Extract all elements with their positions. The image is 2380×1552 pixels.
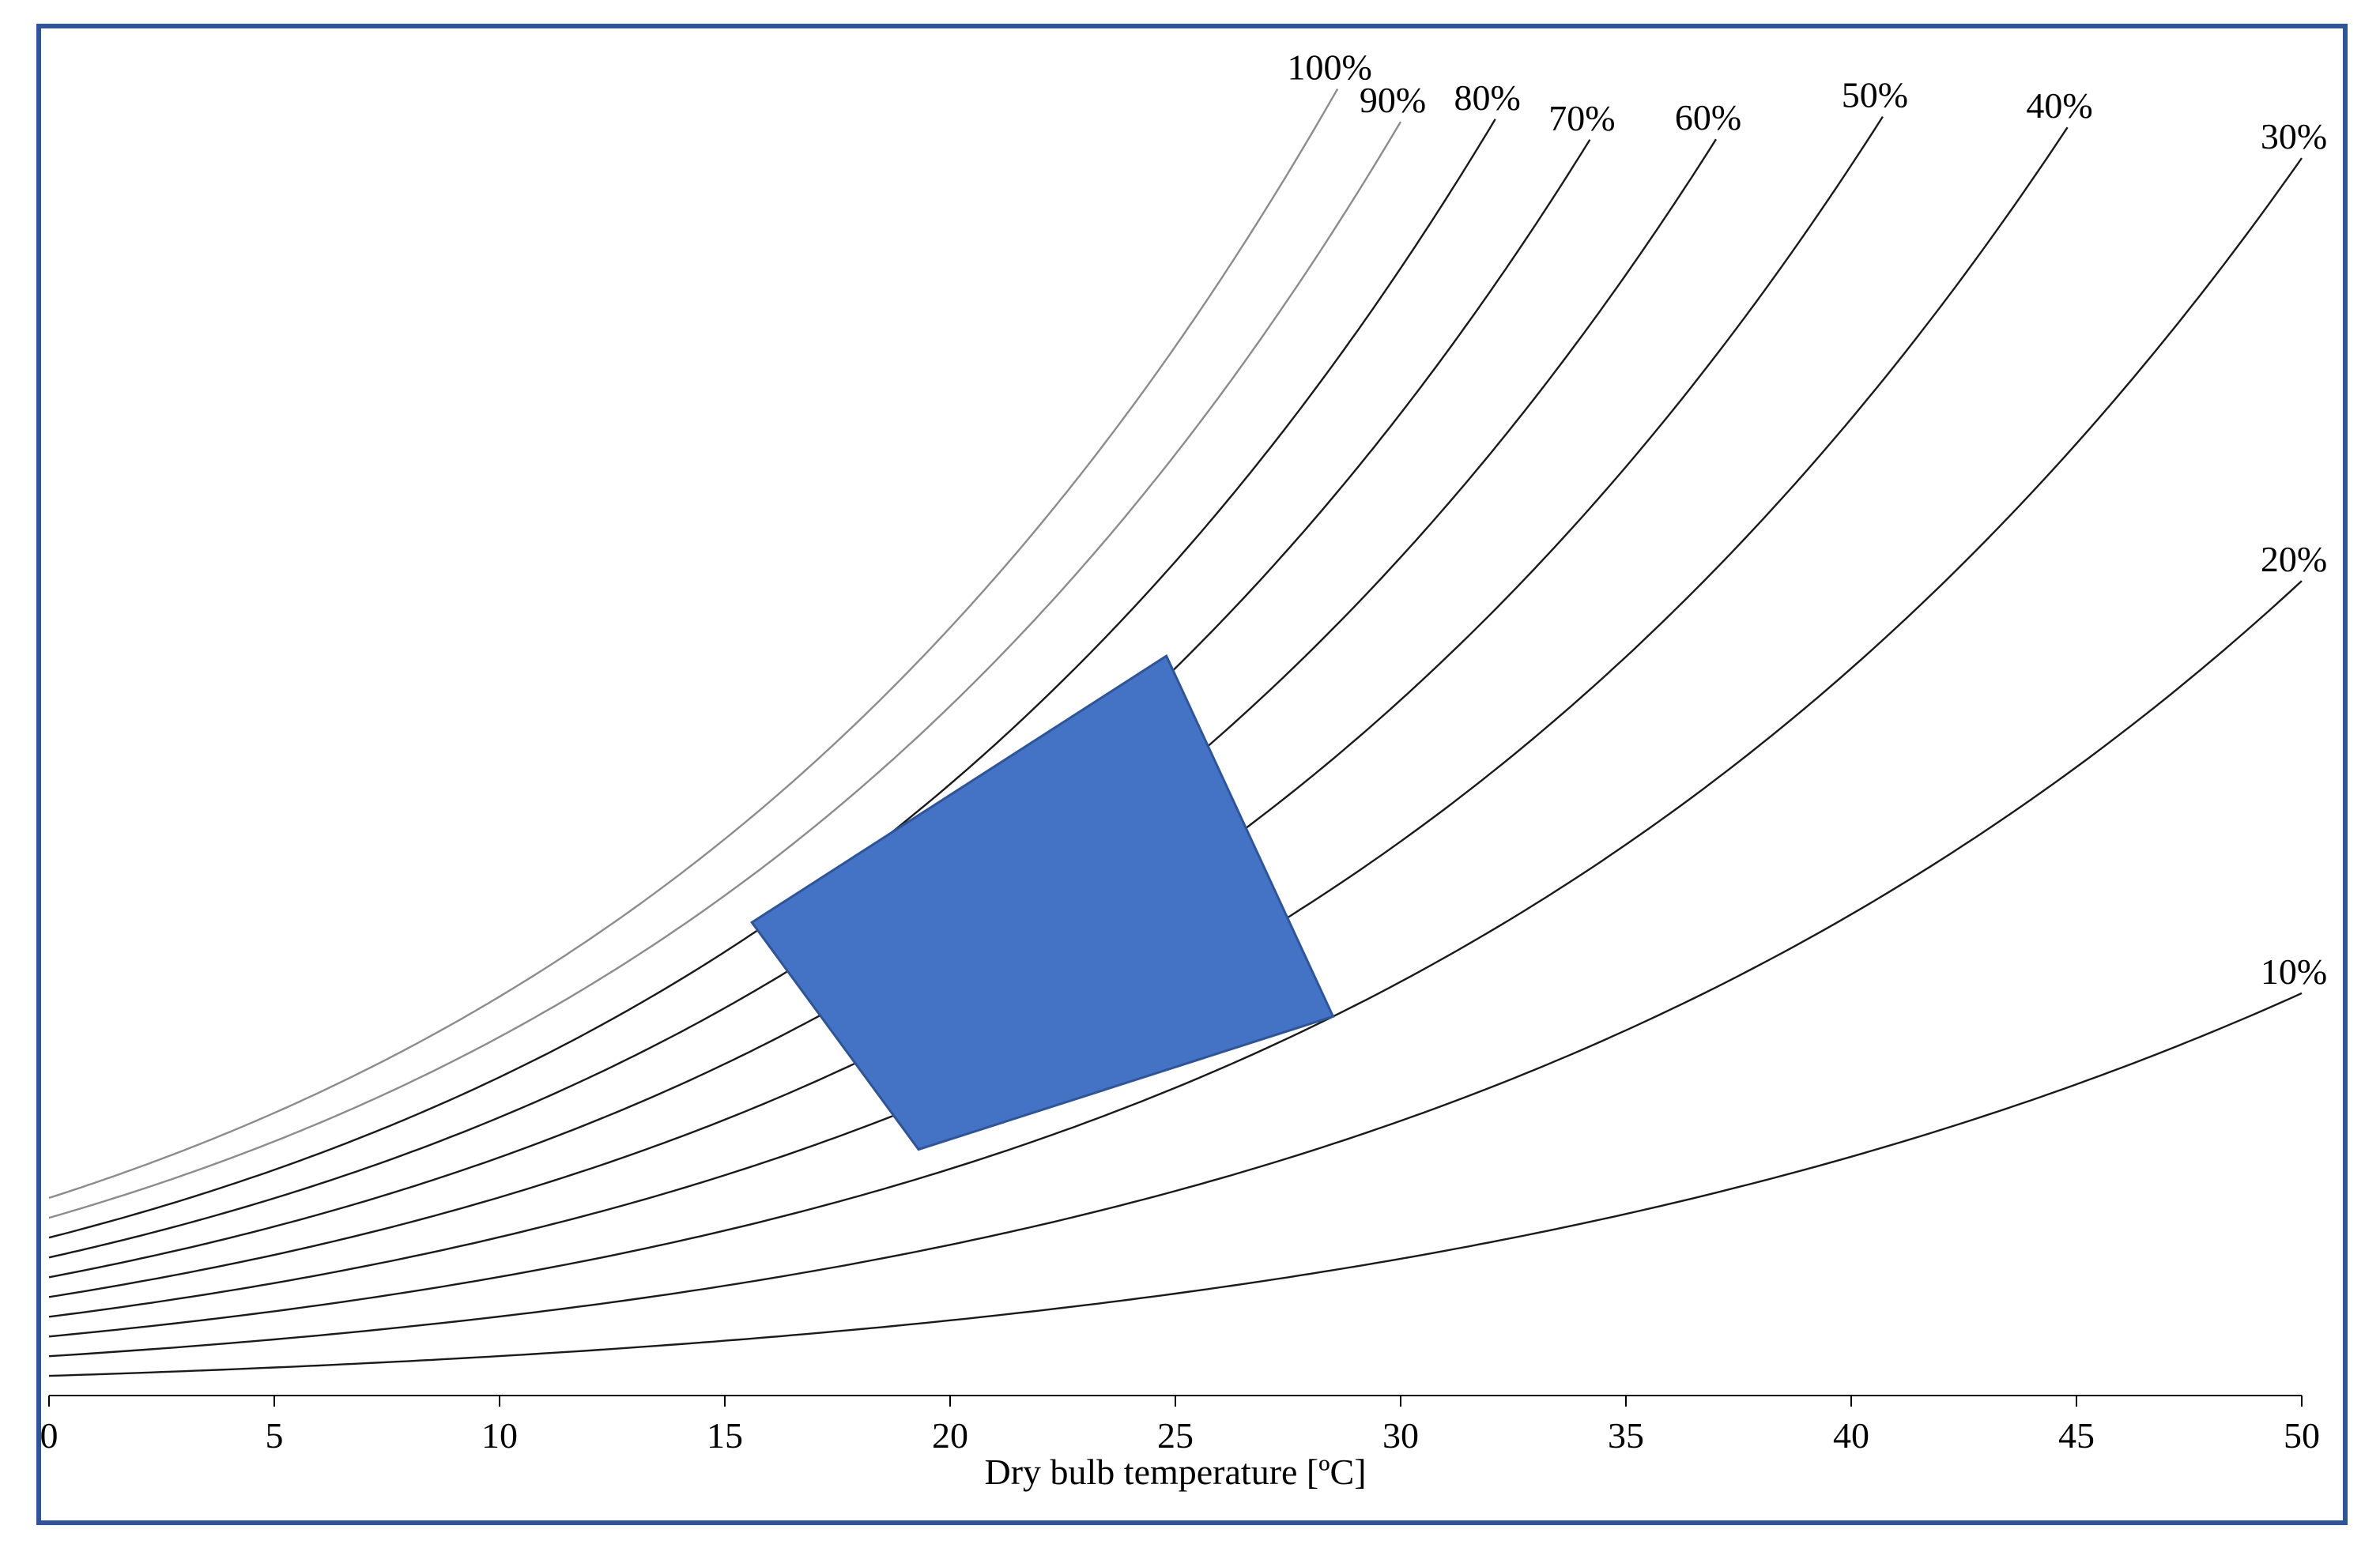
x-tick-label: 30 [1382,1415,1419,1456]
x-tick-label: 5 [266,1415,284,1456]
rh-label-100: 100% [1288,47,1372,88]
x-tick-label: 45 [2058,1415,2095,1456]
rh-label-20: 20% [2261,539,2327,579]
rh-label-80: 80% [1454,77,1521,118]
x-tick-label: 40 [1833,1415,1869,1456]
rh-label-90: 90% [1360,80,1426,120]
rh-label-70: 70% [1548,98,1615,138]
comfort-zone [750,654,1335,1151]
x-axis-title: Dry bulb temperature [ºC] [984,1452,1366,1492]
x-tick-label: 25 [1157,1415,1194,1456]
rh-curve-90 [48,121,1402,1219]
rh-label-50: 50% [1842,75,1908,115]
rh-label-10: 10% [2261,951,2327,992]
x-tick-label: 0 [41,1415,58,1456]
rh-label-30: 30% [2261,116,2327,156]
x-tick-label: 35 [1608,1415,1644,1456]
rh-curve-70 [48,139,1591,1259]
rh-label-40: 40% [2026,85,2092,126]
rh-curve-100 [48,88,1339,1200]
x-tick-label: 10 [481,1415,518,1456]
x-tick-label: 20 [932,1415,968,1456]
rh-label-60: 60% [1675,97,1741,137]
comfort-zone-layer [750,654,1335,1151]
rh-curve-10 [48,992,2303,1377]
chart-frame: 100% 90% 80% 70% 60% 50% 40% 30% 20% 10% 0 5 10 15 20… [36,24,2348,1525]
psychrometric-chart: 100%90% 80% 70% 60% 50% 40% 30% 20% 10% 0 5 10 15 20… [41,47,2328,1493]
rh-curve-labels: 100%90% 80% 70% 60% 50% 40% 30% 20% 10% [1288,47,2328,992]
rh-curve-20 [48,580,2303,1358]
x-tick-label: 15 [707,1415,743,1456]
rh-curve-40 [48,126,2069,1318]
rh-curve-30 [48,157,2303,1338]
x-tick-label: 50 [2284,1415,2320,1456]
rh-curve-80 [48,119,1496,1239]
rh-curve-60 [48,138,1718,1279]
x-axis: 0 5 10 15 20 25 30 35 40 45 50 [41,1395,2320,1456]
